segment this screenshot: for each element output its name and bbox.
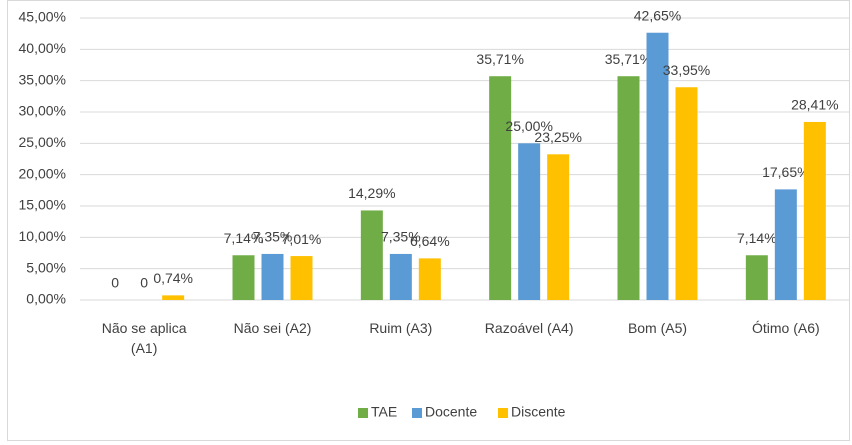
bar (547, 154, 570, 300)
data-label: 14,29% (348, 185, 395, 201)
bar (617, 76, 640, 300)
bar (232, 255, 255, 300)
data-label: 25,00% (505, 118, 552, 134)
data-label: 35,71% (476, 51, 523, 67)
legend-swatch (412, 408, 422, 418)
bar (646, 32, 669, 301)
x-tick-label: Não sei (A2) (233, 320, 312, 336)
data-label: 35,71% (605, 51, 652, 67)
data-label: 0 (140, 275, 148, 291)
data-label: 7,14% (224, 230, 264, 246)
y-tick-label: 0,00% (26, 291, 66, 307)
bar (290, 256, 313, 300)
x-tick-label: Não se aplica (A1) (101, 320, 187, 356)
chart-frame (7, 0, 850, 441)
x-tick-label: Razoável (A4) (484, 320, 574, 336)
data-label: 28,41% (791, 97, 838, 113)
bar (774, 189, 797, 300)
bar (489, 76, 512, 300)
legend-swatch (498, 408, 508, 418)
data-label: 7,01% (282, 231, 322, 247)
y-tick-label: 40,00% (19, 40, 66, 56)
y-tick-label: 45,00% (19, 9, 66, 25)
legend-label: Docente (425, 404, 477, 420)
bar (518, 143, 541, 300)
legend-label: Discente (511, 404, 566, 420)
bar (675, 87, 698, 300)
data-label: 7,14% (737, 230, 777, 246)
y-tick-label: 5,00% (26, 259, 66, 275)
x-tick-label: Ruim (A3) (369, 320, 433, 336)
bar (418, 258, 441, 300)
data-label: 0,74% (153, 270, 193, 286)
data-label: 33,95% (663, 62, 710, 78)
x-tick-label: Ótimo (A6) (751, 320, 820, 336)
bar (389, 253, 412, 300)
y-tick-label: 35,00% (19, 71, 66, 87)
bar (803, 121, 826, 301)
data-label: 17,65% (762, 164, 809, 180)
legend-label: TAE (371, 404, 397, 420)
data-label: 0 (111, 275, 119, 291)
y-tick-label: 30,00% (19, 103, 66, 119)
data-label: 7,35% (253, 229, 293, 245)
data-label: 23,25% (534, 129, 581, 145)
y-tick-label: 15,00% (19, 197, 66, 213)
data-label: 42,65% (634, 7, 681, 23)
y-tick-label: 25,00% (19, 134, 66, 150)
y-tick-label: 10,00% (19, 228, 66, 244)
x-tick-label: Bom (A5) (627, 320, 688, 336)
bar (745, 255, 768, 300)
bar (360, 210, 383, 300)
y-tick-label: 20,00% (19, 165, 66, 181)
bar (261, 253, 284, 300)
data-label: 6,64% (410, 233, 450, 249)
bar (162, 295, 185, 300)
data-label: 7,35% (381, 229, 421, 245)
legend-swatch (358, 408, 368, 418)
